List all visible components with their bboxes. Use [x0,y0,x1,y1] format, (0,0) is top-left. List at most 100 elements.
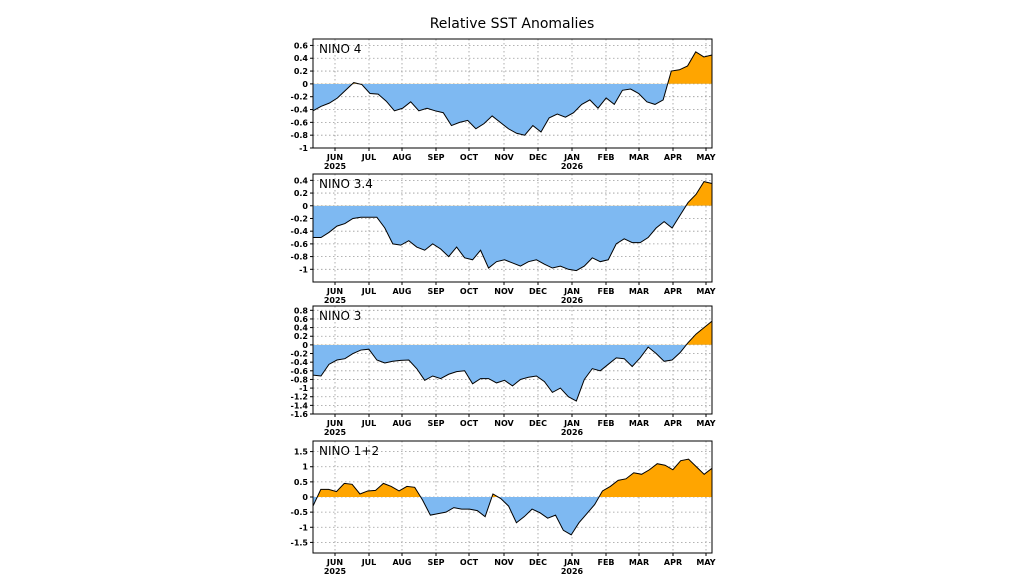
x-tick-label: JAN [563,419,580,428]
x-tick-label: JUN [326,153,343,162]
negative-anomaly-area [313,205,712,271]
y-tick-label: -0.2 [291,350,309,359]
x-tick-label: DEC [529,419,547,428]
x-tick-label: AUG [392,153,411,162]
positive-anomaly-area [313,51,712,84]
anomaly-line [312,320,713,402]
x-tick-label: JUL [361,287,377,296]
x-tick-label: JUN [326,287,343,296]
y-tick-label: 0 [302,80,308,89]
y-tick-label: 0.8 [294,306,309,315]
x-tick-label: MAR [629,153,649,162]
y-tick-label: 0.2 [294,67,308,76]
y-tick-label: -0.4 [291,358,309,367]
year-label: 2025 [324,162,347,171]
y-tick-label: -1 [299,384,308,393]
y-tick-label: -0.5 [291,508,309,517]
y-tick-label: -1.2 [291,393,309,402]
x-tick-label: FEB [597,419,614,428]
x-tick-label: JUL [361,153,377,162]
y-tick-label: -0.2 [291,214,309,223]
y-tick-label: -0.4 [291,227,309,236]
y-tick-label: 1.5 [294,448,309,457]
x-tick-label: MAR [629,419,649,428]
y-tick-label: -1 [299,265,308,274]
x-tick-label: OCT [460,287,479,296]
x-tick-label: NOV [494,558,514,567]
x-tick-label: MAY [696,419,715,428]
panel-frame [312,305,713,415]
x-tick-label: NOV [494,153,514,162]
x-tick-label: MAR [629,558,649,567]
y-tick-label: -1.4 [291,401,309,410]
x-tick-label: FEB [597,153,614,162]
panel-1: 0.4 0.2 0 -0.2 -0.4 -0.6 -0.8 -1 JUN JUL AUG SEP OCT… [291,173,716,305]
year-label: 2026 [561,296,584,305]
panel-label: NINO 4 [319,42,361,56]
year-label: 2026 [561,162,584,171]
y-tick-label: 1 [302,463,308,472]
panel-label: NINO 3 [319,309,361,323]
x-tick-label: DEC [529,153,547,162]
x-tick-label: NOV [494,419,514,428]
x-tick-label: JUL [361,558,377,567]
x-tick-label: SEP [427,419,444,428]
year-label: 2025 [324,567,347,576]
y-tick-label: -0.8 [291,375,309,384]
y-tick-label: -0.8 [291,131,309,140]
y-tick-label: -1 [299,144,308,153]
y-tick-label: -1 [299,523,308,532]
y-tick-label: 0.4 [294,176,309,185]
x-tick-label: JUL [361,419,377,428]
negative-anomaly-area [313,344,712,402]
year-label: 2025 [324,428,347,437]
year-label: 2026 [561,567,584,576]
x-tick-label: APR [664,153,682,162]
y-tick-label: 0.5 [294,478,309,487]
panel-2: 0.80.60.40.20-0.2-0.4-0.6-0.8-1-1.2-1.4-… [291,305,716,437]
anomaly-line [313,181,713,272]
y-tick-label: 0.2 [294,189,308,198]
y-tick-label: 0 [302,202,308,211]
y-tick-label: 0.4 [294,324,309,333]
x-tick-label: OCT [460,153,479,162]
negative-anomaly-area [313,83,712,136]
positive-anomaly-area [686,321,712,345]
x-tick-label: FEB [597,558,614,567]
x-tick-label: AUG [392,419,411,428]
x-tick-label: APR [664,558,682,567]
x-tick-label: AUG [392,558,411,567]
x-tick-label: JUN [326,419,343,428]
x-tick-label: DEC [529,287,547,296]
y-tick-label: 0.6 [294,315,309,324]
panel-label: NINO 3.4 [319,177,373,191]
x-tick-label: MAR [629,287,649,296]
anomaly-line [312,51,713,136]
panel-3: 1.5 1 0.5 0 -0.5 -1 -1.5 JUN JUL AUG SEP OCT NOV DEC J… [291,440,716,576]
chart-title: Relative SST Anomalies [430,16,595,32]
x-tick-label: FEB [597,287,614,296]
y-tick-label: -1.5 [291,538,309,547]
panel-0: 0.6 0.4 0.2 0 -0.2 -0.4 -0.6 -0.8 -1 JUN JUL AUG SEP… [291,38,716,171]
x-tick-label: SEP [427,287,444,296]
x-tick-label: MAY [696,153,715,162]
y-tick-label: 0 [302,341,308,350]
x-tick-label: OCT [460,419,479,428]
x-tick-label: SEP [427,153,444,162]
x-tick-label: JAN [563,153,580,162]
y-tick-label: 0.4 [294,54,309,63]
year-label: 2026 [561,428,584,437]
x-tick-label: JAN [563,558,580,567]
y-tick-label: -1.6 [291,410,309,419]
y-tick-label: -0.8 [291,253,309,262]
x-tick-label: APR [664,287,682,296]
x-tick-label: OCT [460,558,479,567]
y-tick-label: -0.4 [291,106,309,115]
x-tick-label: SEP [427,558,444,567]
x-tick-label: NOV [494,287,514,296]
x-tick-label: DEC [529,558,547,567]
x-tick-label: MAY [696,558,715,567]
x-tick-label: MAY [696,287,715,296]
y-tick-label: -0.6 [291,367,309,376]
